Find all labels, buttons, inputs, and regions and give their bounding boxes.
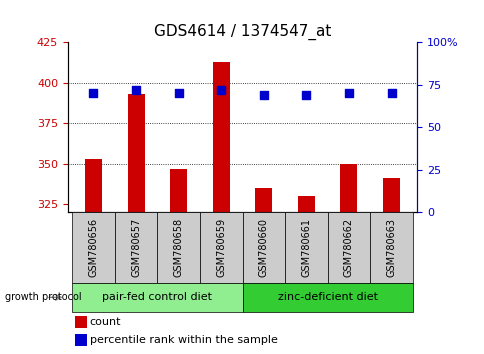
Text: zinc-deficient diet: zinc-deficient diet: [277, 292, 377, 302]
Bar: [369, 212, 412, 283]
Bar: [255, 188, 272, 212]
Bar: [157, 212, 199, 283]
Bar: [297, 196, 314, 212]
Text: GSM780656: GSM780656: [88, 218, 98, 278]
Point: [90, 91, 97, 96]
Text: pair-fed control diet: pair-fed control diet: [102, 292, 212, 302]
Point: [174, 91, 182, 96]
Bar: [127, 94, 144, 212]
Bar: [285, 212, 327, 283]
Bar: [327, 212, 369, 283]
Text: GSM780657: GSM780657: [131, 218, 141, 278]
Text: GSM780661: GSM780661: [301, 218, 311, 277]
Point: [345, 91, 352, 96]
Bar: [170, 169, 187, 212]
Text: percentile rank within the sample: percentile rank within the sample: [90, 335, 277, 346]
Text: GSM780658: GSM780658: [173, 218, 183, 278]
Point: [387, 91, 394, 96]
Point: [259, 92, 267, 98]
Bar: [242, 212, 285, 283]
Point: [302, 92, 310, 98]
Bar: [85, 159, 102, 212]
Text: GSM780660: GSM780660: [258, 218, 268, 277]
Bar: [115, 212, 157, 283]
Point: [217, 87, 225, 93]
Bar: [382, 178, 399, 212]
Bar: [212, 62, 229, 212]
Bar: [72, 283, 242, 312]
Bar: [75, 316, 87, 328]
Bar: [72, 212, 115, 283]
Text: GSM780659: GSM780659: [216, 218, 226, 278]
Bar: [242, 283, 412, 312]
Bar: [199, 212, 242, 283]
Text: growth protocol: growth protocol: [5, 292, 81, 302]
Title: GDS4614 / 1374547_at: GDS4614 / 1374547_at: [153, 23, 331, 40]
Text: GSM780662: GSM780662: [343, 218, 353, 278]
Text: count: count: [90, 317, 121, 327]
Bar: [340, 164, 357, 212]
Point: [132, 87, 139, 93]
Bar: [75, 335, 87, 346]
Text: GSM780663: GSM780663: [386, 218, 396, 277]
